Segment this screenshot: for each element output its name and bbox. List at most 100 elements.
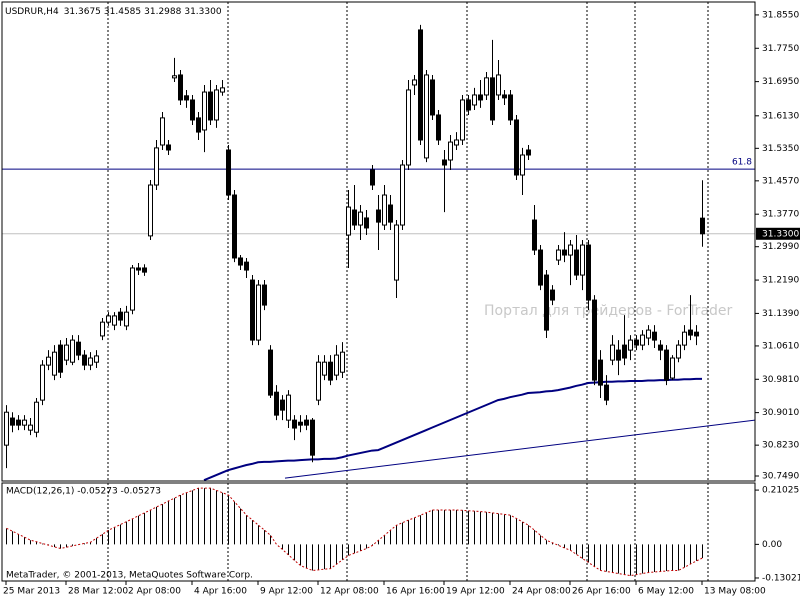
candle-body (238, 257, 243, 266)
candle-body (316, 361, 321, 401)
candle-body (82, 354, 87, 366)
candle-body (412, 79, 417, 86)
y-tick-label: 31.1390 (762, 309, 799, 319)
x-tick-label: 13 May 08:00 (704, 587, 766, 597)
y-tick-label: 30.8230 (762, 441, 799, 451)
x-tick-label: 2 Apr 08:00 (128, 587, 181, 597)
candle-body (232, 194, 237, 259)
symbol: USDRUR,H4 (5, 7, 59, 17)
x-tick-label: 9 Apr 12:00 (260, 587, 313, 597)
candle-body (670, 357, 675, 379)
y-tick-label: 31.7750 (762, 44, 799, 54)
candle-body (640, 334, 645, 346)
macd-y-tick-label: 0.00 (762, 540, 782, 550)
candle-body (442, 159, 447, 166)
candle-body (652, 331, 657, 341)
y-tick-label: 31.6950 (762, 77, 799, 87)
candle-body (496, 74, 501, 96)
candle-body (370, 169, 375, 186)
candle-body (538, 249, 543, 286)
candle-body (106, 315, 111, 323)
y-tick-label: 30.9810 (762, 375, 799, 385)
candle-body (34, 401, 39, 433)
trend-line (284, 419, 755, 479)
y-tick-label: 31.3770 (762, 210, 799, 220)
candle-body (610, 344, 615, 361)
macd-frame (1, 482, 756, 582)
level-label: 61.8 (732, 158, 752, 168)
candle-body (658, 344, 663, 351)
candle-body (118, 311, 123, 321)
y-tick-label: 31.6130 (762, 111, 799, 121)
macd-y-tick-label: -0.13021 (762, 573, 800, 583)
candle-body (172, 75, 177, 79)
candle-body (448, 141, 453, 161)
candle-body (58, 344, 63, 373)
candle-body (430, 79, 435, 116)
candle-body (694, 331, 699, 337)
candle-body (268, 349, 273, 396)
candle-body (676, 344, 681, 359)
candle-body (250, 279, 255, 341)
candle-body (580, 244, 585, 276)
candle-body (166, 144, 171, 151)
candle-body (526, 149, 531, 156)
macd-title: MACD(12,26,1) -0.05273 -0.05273 (6, 487, 161, 497)
candle-body (10, 417, 15, 426)
x-tick-label: 28 Mar 12:00 (68, 587, 128, 597)
candle-body (418, 29, 423, 141)
candle-body (364, 217, 369, 229)
candle-body (100, 321, 105, 337)
candle-body (682, 331, 687, 346)
candle-body (340, 351, 345, 373)
x-tick-label: 26 Apr 16:00 (572, 587, 631, 597)
candle-body (688, 329, 693, 336)
candle-body (298, 421, 303, 426)
x-tick-label: 25 Mar 2013 (3, 587, 60, 597)
candle-body (190, 99, 195, 121)
candle-body (400, 164, 405, 226)
candle-body (556, 249, 561, 261)
candle-body (388, 204, 393, 223)
candle-body (346, 206, 351, 236)
candle-body (574, 249, 579, 276)
close-label: 31.3300 (184, 7, 221, 17)
candle-body (178, 74, 183, 101)
y-tick-label: 31.0610 (762, 341, 799, 351)
candle-body (394, 224, 399, 281)
candle-body (124, 311, 129, 327)
candle-body (142, 267, 147, 273)
y-tick-label: 31.8550 (762, 10, 799, 20)
candle-body (376, 209, 381, 223)
candle-body (262, 284, 267, 306)
candle-body (586, 244, 591, 301)
low-label: 31.2988 (144, 7, 181, 17)
candle-body (334, 354, 339, 376)
macd-y-tick-label: 0.21025 (762, 486, 799, 496)
candle-body (424, 74, 429, 159)
candle-body (550, 289, 555, 301)
candle-body (214, 89, 219, 121)
candle-body (622, 344, 627, 359)
candle-body (46, 356, 51, 366)
candle-body (52, 351, 57, 376)
candle-body (508, 94, 513, 121)
candle-body (382, 194, 387, 226)
price-frame (1, 1, 756, 482)
candle-body (304, 419, 309, 426)
candle-body (604, 384, 609, 401)
candle-body (322, 361, 327, 376)
candle-body (406, 89, 411, 166)
high-label: 31.4585 (104, 7, 141, 17)
candle-body (244, 261, 249, 271)
open-label: 31.3675 (64, 7, 101, 17)
watermark: Портал для трейдеров - ForTrader (484, 303, 733, 319)
candle-body (616, 349, 621, 361)
candle-body (28, 424, 33, 431)
candle-body (532, 219, 537, 251)
macd-panel (6, 483, 709, 581)
candle-body (472, 94, 477, 106)
moving-average (203, 377, 702, 481)
